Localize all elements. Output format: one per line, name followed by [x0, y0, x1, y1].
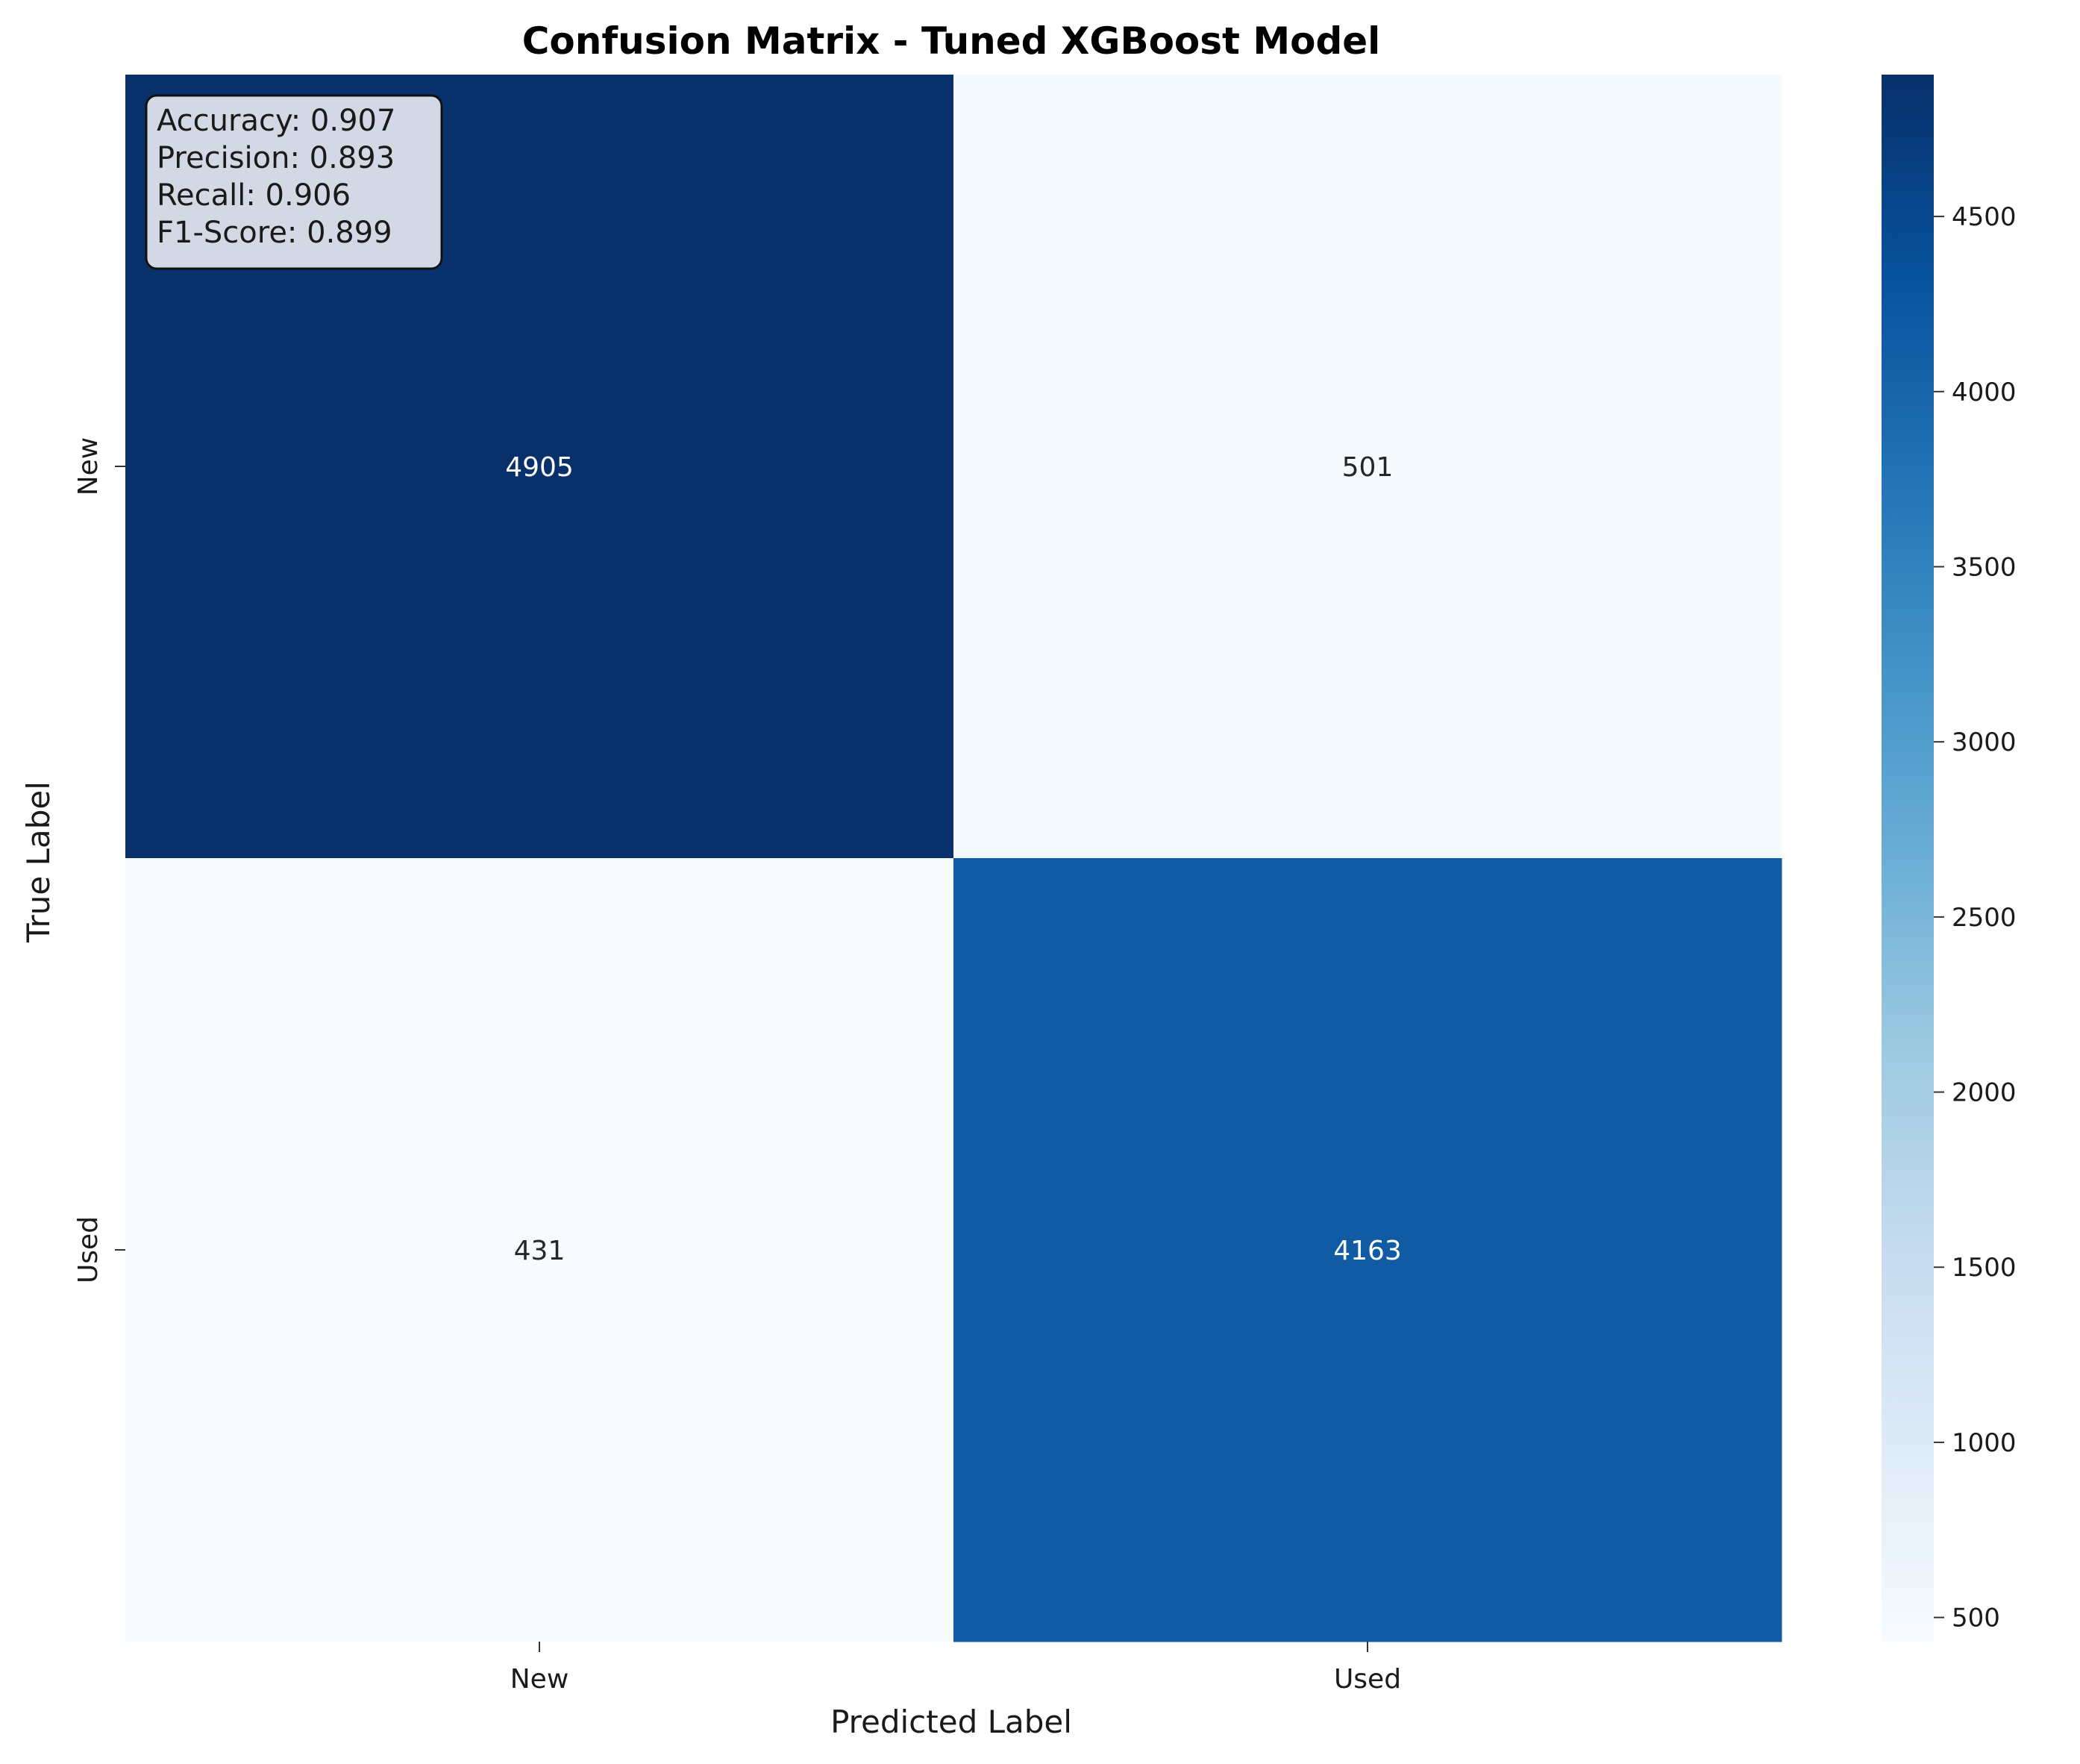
colorbar-tick-label: 4500 — [1952, 202, 2017, 232]
colorbar-tick-label: 3000 — [1952, 728, 2017, 757]
cell-value-label: 501 — [1342, 452, 1394, 483]
cell-value-label: 4163 — [1333, 1236, 1402, 1266]
y-axis-ticks: New Used — [73, 437, 125, 1283]
cell-value-label: 4905 — [505, 452, 574, 483]
y-tick-label: Used — [73, 1216, 104, 1283]
heatmap-cell — [125, 858, 954, 1642]
x-tick-label: New — [510, 1664, 569, 1695]
colorbar-ticks: 500 1000 1500 2000 2500 3000 3500 4000 4500 — [1934, 202, 2017, 1633]
colorbar-tick-label: 4000 — [1952, 378, 2017, 407]
metric-line: F1-Score: 0.899 — [157, 216, 392, 250]
metric-line: Precision: 0.893 — [157, 141, 395, 175]
heatmap-cell — [953, 75, 1782, 859]
y-axis-label: True Label — [20, 781, 57, 943]
y-tick-label: New — [73, 437, 104, 496]
colorbar — [1882, 75, 1934, 1642]
x-tick-label: Used — [1334, 1664, 1401, 1695]
metric-line: Recall: 0.906 — [157, 178, 351, 213]
colorbar-tick-label: 1000 — [1952, 1428, 2017, 1458]
heatmap-cells: 4905 501 431 4163 — [125, 75, 1782, 1642]
heatmap-cell — [953, 858, 1782, 1642]
chart-title: Confusion Matrix - Tuned XGBoost Model — [522, 19, 1381, 63]
x-axis-label: Predicted Label — [830, 1704, 1072, 1740]
colorbar-tick-label: 1500 — [1952, 1253, 2017, 1283]
colorbar-tick-label: 3500 — [1952, 552, 2017, 582]
metrics-box-background — [145, 94, 443, 270]
colorbar-tick-label: 2500 — [1952, 903, 2017, 933]
colorbar-tick-label: 2000 — [1952, 1078, 2017, 1108]
x-axis-ticks: New Used — [510, 1642, 1401, 1695]
metric-line: Accuracy: 0.907 — [157, 104, 395, 138]
cell-value-label: 431 — [514, 1236, 566, 1266]
colorbar-tick-label: 500 — [1952, 1604, 2000, 1633]
